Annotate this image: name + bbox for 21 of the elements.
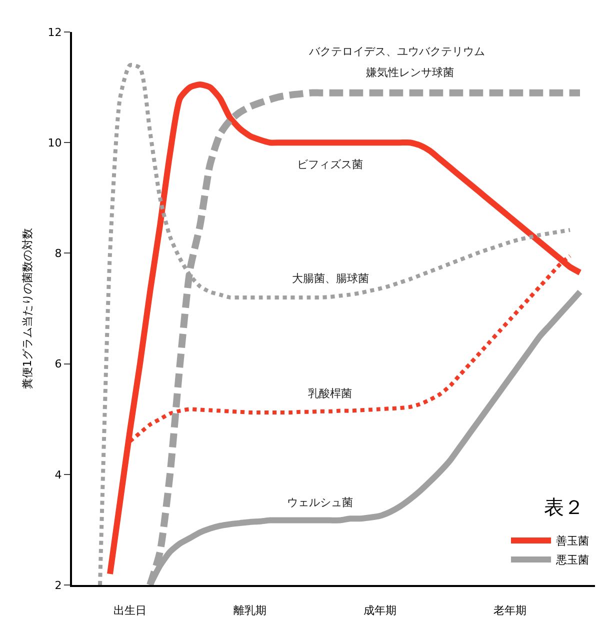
annotation: バクテロイデス、ユウバクテリウム [308, 45, 485, 58]
x-tick-label: 老年期 [494, 604, 526, 618]
y-tick-label: 2 [54, 578, 62, 592]
series-label: 乳酸桿菌 [308, 387, 352, 400]
legend-label: 善玉菌 [556, 534, 589, 548]
annotation: 表２ [544, 497, 584, 519]
y-tick-label: 12 [48, 26, 62, 39]
line-series [128, 254, 572, 444]
legend-label: 悪玉菌 [555, 554, 589, 567]
series-label: 大腸菌、腸球菌 [292, 272, 369, 285]
series-label: ウェルシュ菌 [287, 496, 353, 509]
x-tick-label: 離乳期 [234, 604, 266, 618]
y-tick-label: 10 [48, 136, 62, 150]
y-tick-label: 4 [54, 468, 62, 482]
y-tick-label: 8 [54, 247, 62, 260]
series-label: 嫌気性レンサ球菌 [366, 66, 454, 79]
y-tick-label: 6 [54, 358, 62, 371]
y-axis-title: 糞便1グラム当たりの菌数の対数 [20, 228, 34, 389]
x-tick-label: 成年期 [364, 604, 396, 618]
series-label: ビフィズス菌 [297, 158, 363, 171]
x-tick-label: 出生日 [114, 604, 146, 618]
